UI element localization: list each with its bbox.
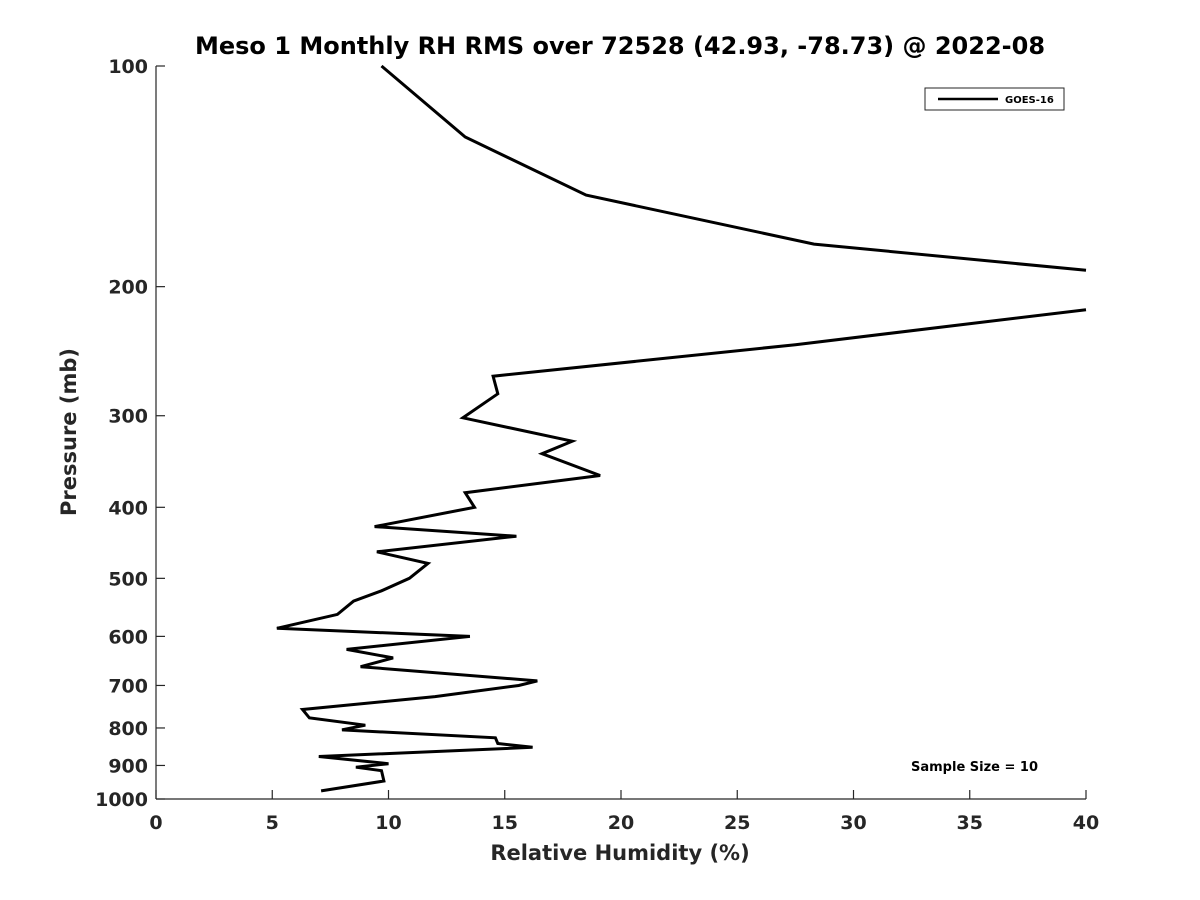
legend-label-goes-16: GOES-16 xyxy=(1005,95,1054,106)
legend: GOES-16 xyxy=(924,87,1065,111)
series-lines xyxy=(276,64,1087,793)
series-line-goes-16-segment-1 xyxy=(380,64,1087,272)
x-ticks: 0 5 10 15 20 25 30 35 40 xyxy=(149,790,1099,834)
x-tick-label: 25 xyxy=(724,812,750,834)
y-axis-label: Pressure (mb) xyxy=(57,348,81,516)
y-tick-label: 1000 xyxy=(95,789,148,811)
x-tick-label: 0 xyxy=(149,812,162,834)
x-tick-label: 35 xyxy=(957,812,983,834)
y-tick-label: 500 xyxy=(108,568,148,590)
x-tick-label: 10 xyxy=(375,812,401,834)
y-tick-label: 800 xyxy=(108,718,148,740)
y-tick-label: 600 xyxy=(108,626,148,648)
x-tick-label: 5 xyxy=(266,812,279,834)
y-tick-label: 300 xyxy=(108,406,148,428)
chart-title: Meso 1 Monthly RH RMS over 72528 (42.93,… xyxy=(195,32,1045,60)
y-tick-label: 900 xyxy=(108,755,148,777)
x-axis-label: Relative Humidity (%) xyxy=(490,841,749,865)
plot-area: 0 5 10 15 20 25 30 35 40 100 200 300 400 500 600 700 80… xyxy=(95,56,1099,834)
x-tick-label: 30 xyxy=(840,812,866,834)
y-ticks: 100 200 300 400 500 600 700 800 900 1000 xyxy=(95,56,165,811)
x-tick-label: 15 xyxy=(492,812,518,834)
y-tick-label: 400 xyxy=(108,497,148,519)
x-tick-label: 40 xyxy=(1073,812,1099,834)
y-tick-label: 100 xyxy=(108,56,148,78)
y-tick-label: 700 xyxy=(108,675,148,697)
x-tick-label: 20 xyxy=(608,812,634,834)
series-line-goes-16-segment-2 xyxy=(276,308,1087,793)
y-tick-label: 200 xyxy=(108,277,148,299)
sample-size-note: Sample Size = 10 xyxy=(911,760,1038,775)
